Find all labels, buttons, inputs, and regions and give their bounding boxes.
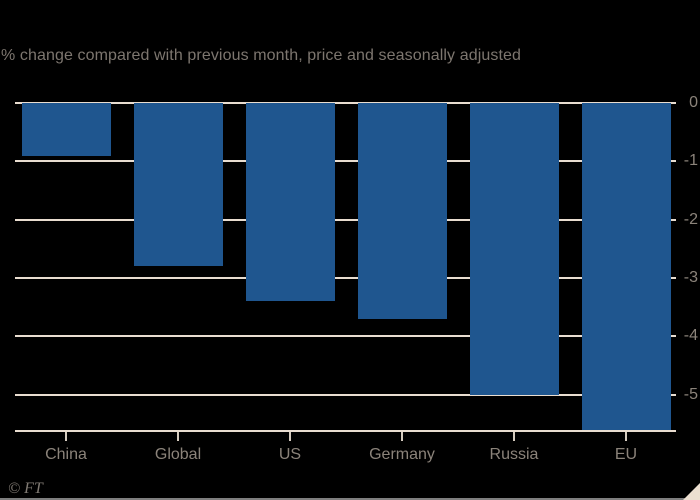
x-tick <box>401 431 403 441</box>
gridline--2 <box>15 218 676 221</box>
x-tick <box>177 431 179 441</box>
gridline--3 <box>15 277 676 280</box>
x-tick <box>625 431 627 441</box>
bar-eu <box>581 103 671 430</box>
bar-global <box>133 103 223 267</box>
gridline--5 <box>15 393 676 396</box>
y-tick-label: -1 <box>683 152 698 170</box>
x-tick-label-germany: Germany <box>369 446 435 463</box>
x-tick-label-global: Global <box>154 446 202 463</box>
x-tick <box>513 431 515 441</box>
bar-us <box>245 103 335 302</box>
y-tick-label: 0 <box>689 94 698 111</box>
x-tick-label-china: China <box>45 446 87 463</box>
bar-germany <box>357 103 447 319</box>
gridline--4 <box>15 335 676 338</box>
y-tick-label: -2 <box>683 210 698 228</box>
x-tick <box>65 431 67 441</box>
x-tick-label-us: US <box>278 446 302 463</box>
y-tick-label: -5 <box>683 385 698 403</box>
x-axis-line <box>15 430 676 432</box>
resize-handle-icon <box>683 483 700 500</box>
x-tick <box>289 431 291 441</box>
y-tick-label: -4 <box>683 327 698 345</box>
chart-subtitle: % change compared with previous month, p… <box>1 47 521 64</box>
bar-russia <box>469 103 559 395</box>
y-tick-label: -3 <box>683 269 698 287</box>
x-tick-label-russia: Russia <box>489 446 539 463</box>
bar-china <box>21 103 111 156</box>
ft-credit: © FT <box>8 480 43 497</box>
gridline--1 <box>15 160 676 163</box>
bottom-divider <box>0 498 700 500</box>
gridline-0 <box>15 102 676 104</box>
x-tick-label-eu: EU <box>614 446 638 463</box>
